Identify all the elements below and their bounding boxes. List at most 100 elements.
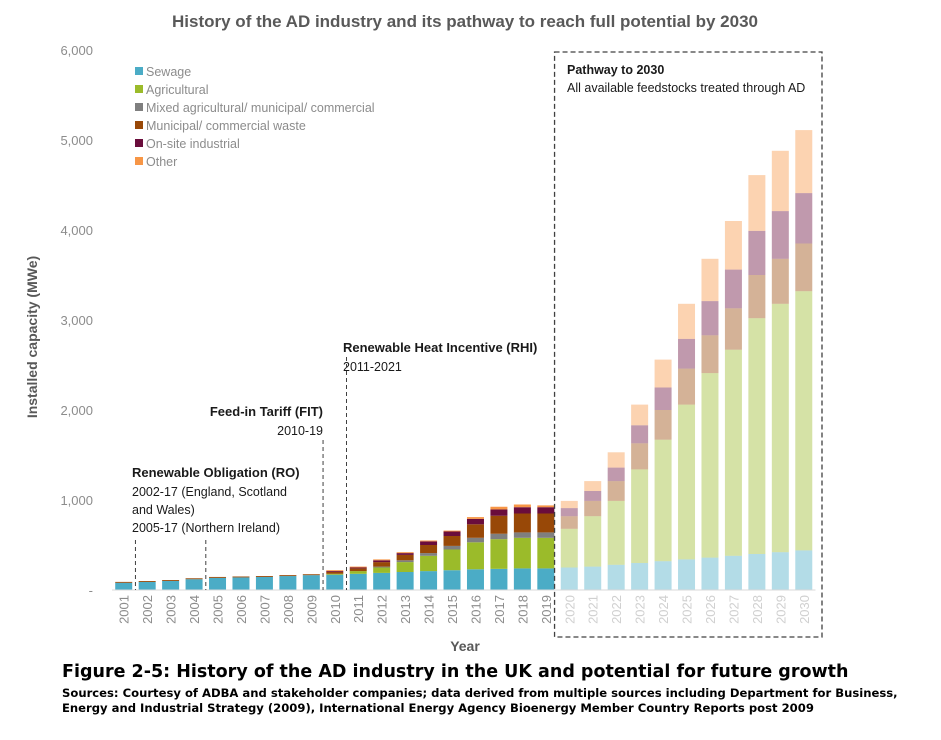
fit-annotation-title: Feed-in Tariff (FIT) bbox=[210, 404, 323, 419]
projection-box bbox=[553, 51, 823, 638]
bar-segment bbox=[490, 515, 508, 534]
bar-segment bbox=[232, 576, 250, 578]
bar-segment bbox=[443, 536, 461, 546]
legend-label: On-site industrial bbox=[146, 137, 240, 151]
x-tick-label: 2023 bbox=[633, 595, 648, 624]
bar-segment bbox=[326, 573, 344, 575]
x-tick-label: 2007 bbox=[257, 595, 272, 624]
bar-segment bbox=[795, 130, 813, 194]
bar-segment bbox=[724, 308, 742, 350]
bar-segment bbox=[537, 537, 555, 569]
bar-segment bbox=[678, 559, 696, 590]
bar-segment bbox=[584, 481, 602, 491]
x-tick-label: 2005 bbox=[211, 595, 226, 624]
bar-segment bbox=[373, 566, 391, 568]
legend-swatch bbox=[135, 139, 143, 147]
bar-segment bbox=[795, 291, 813, 551]
y-tick-label: 1,000 bbox=[60, 493, 93, 508]
x-tick-label: 2013 bbox=[398, 595, 413, 624]
bar-segment bbox=[537, 532, 555, 538]
bar-segment bbox=[420, 555, 438, 572]
x-tick-label: 2021 bbox=[586, 595, 601, 624]
bar-segment bbox=[373, 560, 391, 563]
x-tick-label: 2011 bbox=[351, 595, 366, 623]
bar-segment bbox=[209, 577, 227, 590]
bar-segment bbox=[490, 506, 508, 510]
bar-segment bbox=[138, 581, 156, 582]
bar-segment bbox=[396, 554, 414, 561]
bar-segment bbox=[607, 500, 625, 565]
x-tick-label: 2026 bbox=[703, 595, 718, 624]
bar-segment bbox=[255, 576, 273, 590]
bar-segment bbox=[302, 574, 320, 576]
bar-segment bbox=[584, 566, 602, 590]
bar-segment bbox=[701, 373, 719, 558]
bar-segment bbox=[490, 509, 508, 516]
y-tick-label: 3,000 bbox=[60, 313, 93, 328]
bar-segment bbox=[771, 552, 789, 590]
bar-segment bbox=[420, 540, 438, 542]
bar-segment bbox=[326, 570, 344, 572]
bar-segment bbox=[654, 387, 672, 410]
x-tick-label: 2006 bbox=[234, 595, 249, 624]
bar-segment bbox=[748, 230, 766, 275]
ro-annotation-line: 2002-17 (England, Scotland bbox=[132, 485, 287, 499]
bar-segment bbox=[560, 528, 578, 568]
bar-segment bbox=[654, 561, 672, 590]
bar-segment bbox=[349, 573, 367, 590]
bar-segment bbox=[162, 581, 180, 590]
bar-segment bbox=[748, 175, 766, 231]
y-tick-label: - bbox=[89, 583, 93, 598]
bar-segment bbox=[443, 570, 461, 590]
bar-segment bbox=[513, 513, 531, 533]
legend-swatch bbox=[135, 85, 143, 93]
bar-segment bbox=[185, 578, 203, 580]
bar-segment bbox=[396, 552, 414, 554]
bar-segment bbox=[631, 404, 649, 426]
bar-segment bbox=[513, 568, 531, 590]
x-tick-label: 2019 bbox=[539, 595, 554, 624]
bar-segment bbox=[185, 579, 203, 590]
bar-segment bbox=[654, 359, 672, 388]
bar-segment bbox=[302, 575, 320, 590]
legend-label: Agricultural bbox=[146, 83, 209, 97]
bar-segment bbox=[560, 508, 578, 517]
x-tick-label: 2029 bbox=[773, 595, 788, 624]
bar-segment bbox=[420, 571, 438, 590]
bar-segment bbox=[748, 318, 766, 554]
bar-segment bbox=[537, 568, 555, 590]
bar-segment bbox=[373, 559, 391, 561]
x-tick-label: 2016 bbox=[468, 595, 483, 624]
legend-swatch bbox=[135, 67, 143, 75]
bar-segment bbox=[396, 562, 414, 572]
bar-segment bbox=[466, 518, 484, 525]
bar-segment bbox=[631, 425, 649, 444]
bar-segment bbox=[443, 530, 461, 532]
legend-swatch bbox=[135, 103, 143, 111]
bar-segment bbox=[607, 564, 625, 590]
ro-annotation-title: Renewable Obligation (RO) bbox=[132, 465, 300, 480]
bar-segment bbox=[701, 258, 719, 302]
bar-segment bbox=[466, 524, 484, 538]
bar-segment bbox=[396, 572, 414, 590]
fit-annotation-line: 2010-19 bbox=[277, 424, 323, 438]
bar-segment bbox=[795, 193, 813, 244]
bar-segment bbox=[373, 562, 391, 567]
pathway-annotation-line: All available feedstocks treated through… bbox=[567, 81, 805, 95]
legend-label: Mixed agricultural/ municipal/ commercia… bbox=[146, 101, 375, 115]
legend-label: Sewage bbox=[146, 65, 191, 79]
x-tick-label: 2025 bbox=[680, 595, 695, 624]
x-tick-label: 2003 bbox=[164, 595, 179, 624]
x-tick-label: 2027 bbox=[726, 595, 741, 624]
figure-caption-sources: Sources: Courtesy of ADBA and stakeholde… bbox=[62, 686, 898, 715]
x-tick-label: 2018 bbox=[515, 595, 530, 624]
y-tick-label: 6,000 bbox=[60, 43, 93, 58]
bar-segment bbox=[466, 517, 484, 519]
bar-segment bbox=[396, 560, 414, 563]
x-tick-label: 2022 bbox=[609, 595, 624, 624]
bar-segment bbox=[701, 557, 719, 590]
bar-segment bbox=[724, 349, 742, 556]
bar-segment bbox=[443, 549, 461, 571]
x-tick-label: 2017 bbox=[492, 595, 507, 624]
bar-segment bbox=[678, 404, 696, 560]
